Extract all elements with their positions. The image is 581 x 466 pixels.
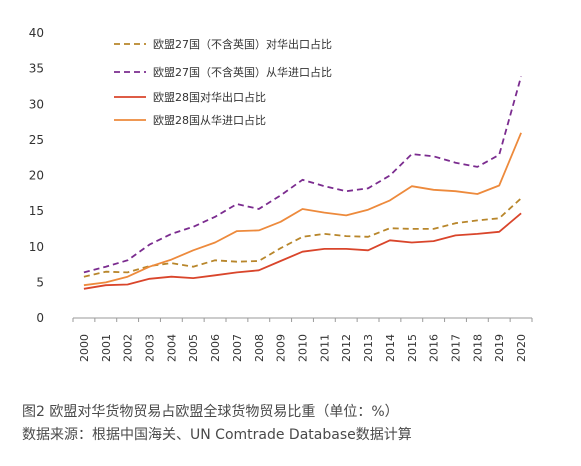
y-tick-label: 30 bbox=[29, 97, 44, 111]
data-source-note: 数据来源：根据中国海关、UN Comtrade Database数据计算 bbox=[22, 427, 412, 443]
series-line-3 bbox=[83, 212, 522, 290]
x-tick-label: 2015 bbox=[406, 334, 419, 362]
x-tick-label: 2019 bbox=[493, 334, 506, 362]
y-tick-label: 15 bbox=[29, 204, 44, 218]
x-tick-label: 2014 bbox=[384, 334, 397, 362]
series-layer bbox=[83, 76, 522, 290]
legend-label-3: 欧盟28国对华出口占比 bbox=[153, 90, 266, 104]
x-tick-label: 2011 bbox=[318, 334, 331, 362]
x-tick-label: 2006 bbox=[209, 334, 222, 362]
y-tick-label: 0 bbox=[36, 311, 44, 325]
x-tick-label: 2005 bbox=[187, 334, 200, 362]
x-tick-label: 2013 bbox=[362, 334, 375, 362]
x-tick-label: 2012 bbox=[340, 334, 353, 362]
y-tick-label: 25 bbox=[29, 133, 44, 147]
series-line-4 bbox=[83, 132, 522, 287]
x-tick-label: 2016 bbox=[428, 334, 441, 362]
y-tick-label: 5 bbox=[36, 275, 44, 289]
x-tick-label: 2017 bbox=[450, 334, 463, 362]
x-tick-label: 2004 bbox=[165, 334, 178, 362]
x-tick-label: 2008 bbox=[253, 334, 266, 362]
x-tick-label: 2002 bbox=[122, 334, 135, 362]
x-tick-label: 2003 bbox=[144, 334, 157, 362]
y-axis: 0 5 10 15 20 25 30 35 40 bbox=[29, 26, 44, 325]
x-axis: 2000 2001 2002 2003 2004 2005 2006 2007 2008 2009… bbox=[72, 317, 533, 362]
legend-label-4: 欧盟28国从华进口占比 bbox=[153, 113, 266, 127]
figure-caption: 图2 欧盟对华货物贸易占欧盟全球货物贸易比重（单位：%） bbox=[22, 404, 399, 420]
x-tick-label: 2009 bbox=[275, 334, 288, 362]
x-tick-label: 2010 bbox=[297, 334, 310, 362]
x-tick-label: 2018 bbox=[471, 334, 484, 362]
y-tick-label: 35 bbox=[29, 62, 44, 76]
series-line-2 bbox=[83, 76, 522, 274]
y-tick-label: 20 bbox=[29, 169, 44, 183]
legend: 欧盟27国（不含英国）对华出口占比欧盟27国（不含英国）从华进口占比欧盟28国对… bbox=[114, 37, 332, 127]
x-tick-label: 2007 bbox=[231, 334, 244, 362]
y-tick-label: 40 bbox=[29, 26, 44, 40]
legend-label-2: 欧盟27国（不含英国）从华进口占比 bbox=[153, 65, 332, 79]
x-tick-label: 2000 bbox=[78, 334, 91, 362]
x-tick-label: 2020 bbox=[515, 334, 528, 362]
legend-label-1: 欧盟27国（不含英国）对华出口占比 bbox=[153, 37, 332, 51]
series-line-1 bbox=[83, 197, 522, 278]
x-tick-label: 2001 bbox=[100, 334, 113, 362]
y-tick-label: 10 bbox=[29, 240, 44, 254]
